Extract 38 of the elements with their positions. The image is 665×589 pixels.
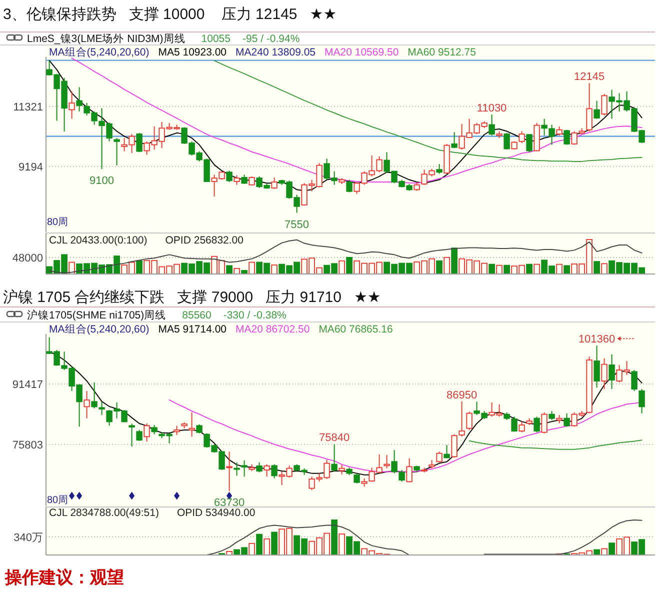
annotation: 11030 [476,102,507,115]
legend-title: MA组合(5,240,20,60) [49,46,150,58]
y-tick-label: 75803 [12,439,43,452]
text: -330 / -0.38% [223,310,286,322]
chart-title: 沪镍 1705 合约继续下跌 支撑 79000 压力 91710 ★★ [3,289,381,306]
annotation: 86950 [446,389,478,402]
text: MA60 76865.16 [318,324,393,336]
chart-subtitle: LmeS_镍3(LME场外 NID3M)周线 [27,32,186,45]
text: 10055 [201,33,231,45]
y-tick-label: 11321 [13,101,43,114]
annotation: 12145 [574,71,605,84]
annotation: 101360 [578,334,616,346]
text: MA20 86702.50 [236,324,310,336]
y-tick-label: 91417 [12,379,43,392]
chart-subtitle: 沪镍1705(SHME ni1705)周线 [27,308,166,322]
annotation: 7550 [284,218,310,231]
text: 340万 [14,532,43,544]
annotation: OPID 256832.00 [165,234,244,246]
text: MA5 91714.00 [158,324,227,336]
text: MA20 10569.50 [324,46,399,58]
text: MA60 9512.75 [408,46,476,58]
annotation: 9100 [90,175,114,188]
annotation: 80周 [47,217,68,228]
annotation: 63730 [214,496,245,509]
annotation: 75840 [319,432,350,444]
text: 85560 [182,310,212,322]
text: OPID 534940.00 [176,507,256,519]
text: 48000 [12,252,43,264]
legend-title: MA组合(5,240,20,60) [49,322,150,336]
legend-label: MA240 13809.05 [236,46,316,58]
text: 操作建议：观望 [4,568,124,587]
annotation: 80周 [47,495,68,506]
annotation: CJL 20433.00(0:100) [49,234,148,246]
text: MA5 10923.00 [158,46,227,58]
text: -95 / -0.94% [242,33,300,45]
y-tick-label: 9194 [18,161,43,174]
chart-title: 3、伦镍保持跌势 支撑 10000 压力 12145 ★★ [3,6,337,23]
text: CJL 2834788.00(49:51) [49,507,159,519]
